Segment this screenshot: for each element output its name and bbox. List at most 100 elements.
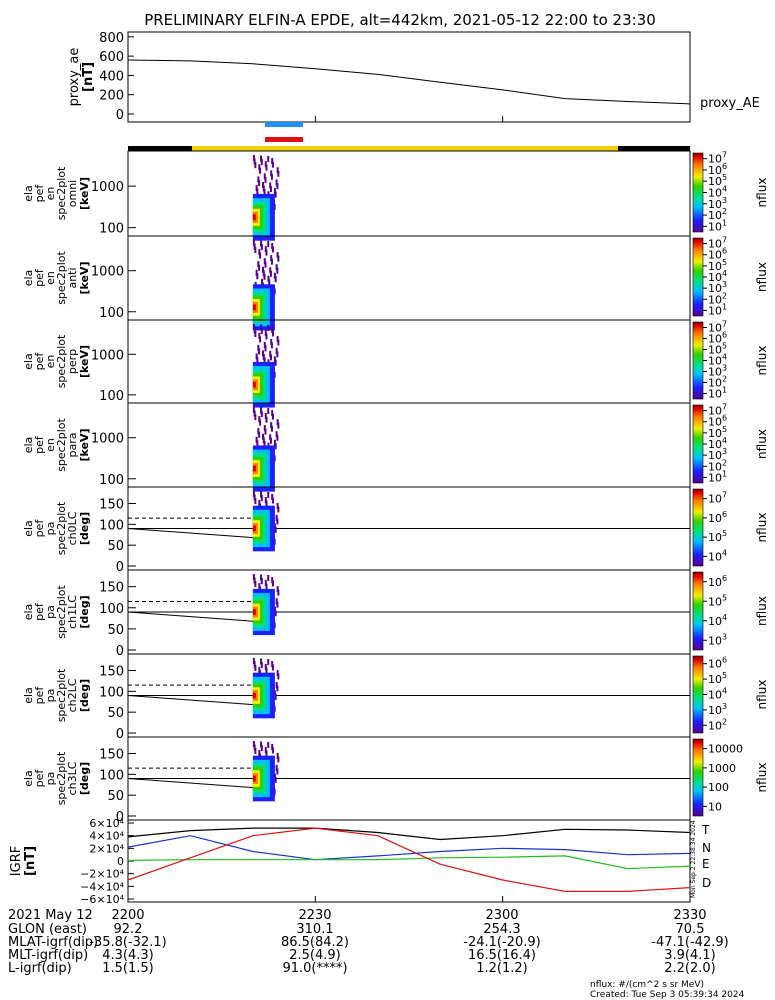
pa-sparse-pixel (253, 661, 256, 668)
colorbar-tick-label: 107 (708, 491, 727, 506)
colorbar-tick-label: 10000 (708, 743, 743, 756)
pa-ytick-label: 50 (107, 623, 124, 638)
pa-sparse-pixel (260, 578, 263, 585)
pa-sparse-pixel (275, 764, 278, 771)
energy-sparse-pixel (276, 267, 279, 274)
energy-sparse-pixel (276, 335, 279, 342)
colorbar-tick-label: 106 (708, 510, 727, 525)
energy-sparse-pixel (260, 407, 263, 414)
pa-sparse-pixel (276, 669, 279, 676)
colorbar-tick-label: 103 (708, 702, 727, 717)
energy-sparse-pixel (277, 339, 280, 346)
pa-yunit: [deg] (78, 679, 91, 712)
colorbar-exponent: 6 (722, 510, 727, 519)
energy-sparse-pixel (265, 249, 268, 256)
pa-anti-loss-cone-line (127, 611, 272, 624)
energy-sparse-pixel (262, 353, 265, 360)
energy-sparse-pixel (253, 327, 256, 334)
ae-legend: proxy_AE (700, 96, 760, 111)
pa-sparse-pixel (260, 658, 263, 665)
energy-sparse-pixel (271, 246, 274, 253)
colorbar-exponent: 1 (722, 386, 727, 395)
energy-sparse-pixel (258, 179, 261, 186)
energy-sparse-pixel (270, 425, 273, 432)
energy-sparse-pixel (258, 249, 261, 256)
pa-anti-loss-cone-line (127, 778, 272, 790)
colorbar-exponent: 4 (722, 269, 727, 278)
energy-sparse-pixel (263, 425, 266, 432)
energy-sparse-pixel (263, 440, 266, 447)
energy-sparse-pixel (270, 422, 273, 429)
colorbar-exponent: 3 (722, 702, 727, 711)
pa-ylabel-line: ela (22, 687, 35, 704)
colorbar-label: nflux (755, 262, 769, 292)
pa-ylabel-line: ela (22, 604, 35, 621)
pa-sparse-pixel (254, 747, 257, 754)
energy-sparse-pixel (257, 261, 260, 268)
footer-val-0-1: 2230 (298, 908, 331, 923)
colorbar-tick-label: 105 (708, 671, 727, 686)
energy-sparse-pixel (270, 170, 273, 177)
colorbar-exponent: 7 (722, 320, 727, 329)
energy-sparse-pixel (263, 357, 266, 364)
pa-ytick-label: 150 (99, 748, 124, 763)
energy-sparse-pixel (276, 183, 279, 190)
energy-ylabel-line: en (44, 355, 57, 369)
igrf-ytick-label: 0 (117, 855, 124, 868)
pa-ytick-label: 100 (99, 685, 124, 700)
colorbar-label: nflux (755, 680, 769, 710)
energy-ylabel-line: ela (22, 353, 35, 370)
igrf-timestamp: Mon Sep 2 22:38:34 2024 (690, 820, 697, 898)
pa-sparse-pixel (264, 496, 267, 503)
pa-ylabel-line: spec2plot (55, 501, 68, 555)
pa-yunit: [deg] (78, 512, 91, 545)
energy-sparse-pixel (264, 345, 267, 352)
pa-anti-loss-cone-line (127, 695, 272, 707)
colorbar-exponent: 2 (722, 717, 727, 726)
energy-sparse-pixel (271, 158, 274, 165)
energy-sparse-pixel (271, 161, 274, 168)
energy-sparse-pixel (271, 330, 274, 337)
energy-ylabel-line: perp (66, 349, 79, 374)
colorbar-exponent: 2 (722, 458, 727, 467)
energy-sparse-pixel (264, 246, 267, 253)
colorbar-exponent: 3 (722, 632, 727, 641)
footer-val-2-2: -24.1(-20.9) (463, 935, 540, 950)
energy-sparse-pixel (255, 269, 258, 276)
footer-val-1-2: 254.3 (483, 922, 520, 937)
orbit-bar-day (192, 146, 618, 151)
colorbar-exponent: 7 (722, 403, 727, 412)
footer-val-1-1: 310.1 (296, 922, 333, 937)
colorbar-exponent: 5 (722, 258, 727, 267)
energy-sparse-pixel (270, 342, 273, 349)
pa-yunit: [deg] (78, 762, 91, 795)
footer-val-4-0: 1.5(1.5) (102, 961, 154, 976)
energy-yunit: [keV] (78, 428, 91, 461)
igrf-line-d (127, 827, 691, 892)
energy-sparse-pixel (273, 272, 276, 279)
colorbar-exponent: 4 (722, 687, 727, 696)
pa-ylabel-line: ch1LC (66, 595, 79, 629)
energy-intensity-cell (252, 465, 256, 472)
pa-sparse-pixel (253, 577, 256, 584)
created-note: Created: Tue Sep 3 05:39:34 2024 (590, 990, 745, 1000)
energy-sparse-pixel (252, 407, 255, 413)
footer-ephemeris: 2021 May 12 GLON (east) MLAT-igrf(dip) M… (8, 908, 745, 1000)
energy-sparse-pixel (262, 266, 265, 273)
pa-sparse-pixel (252, 658, 255, 664)
energy-sparse-pixel (258, 332, 261, 339)
colorbar-exponent: 4 (722, 185, 727, 194)
colorbar-label: nflux (755, 429, 769, 459)
pa-sparse-pixel (265, 750, 268, 757)
footer-label-3: MLT-igrf(dip) (8, 948, 88, 963)
energy-sparse-pixel (253, 158, 256, 165)
pa-sparse-pixel (274, 610, 277, 617)
ae-ytick-label: 600 (99, 50, 124, 65)
ae-ytick-label: 400 (99, 69, 124, 84)
energy-ytick-label: 1000 (91, 180, 124, 195)
colorbar-exponent: 1 (722, 218, 727, 227)
pa-ylabel-line: pef (33, 769, 46, 788)
energy-sparse-pixel (277, 170, 280, 177)
